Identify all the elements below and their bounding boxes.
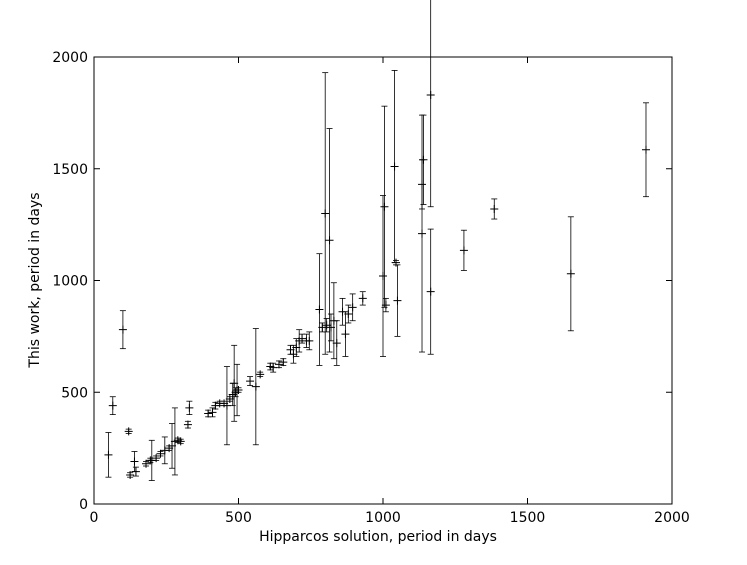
- point: [341, 330, 350, 339]
- point: [390, 162, 399, 171]
- point: [176, 437, 185, 446]
- x-tick-label: 1000: [365, 510, 401, 526]
- point: [234, 386, 243, 395]
- point: [269, 363, 278, 372]
- point: [305, 336, 314, 345]
- point: [332, 339, 341, 348]
- point: [279, 358, 288, 367]
- point: [130, 457, 139, 466]
- x-tick-label: 0: [90, 510, 99, 526]
- point: [183, 420, 192, 429]
- point: [118, 325, 127, 334]
- point: [418, 229, 427, 238]
- x-tick-label: 1500: [510, 510, 546, 526]
- point: [459, 246, 468, 255]
- point: [131, 467, 140, 476]
- x-axis-label: Hipparcos solution, period in days: [259, 529, 497, 545]
- point: [152, 454, 161, 463]
- y-tick-label: 1000: [52, 274, 88, 290]
- point: [490, 204, 499, 213]
- point: [393, 296, 402, 305]
- point: [325, 236, 334, 245]
- point: [419, 155, 428, 164]
- point: [392, 258, 401, 267]
- point: [321, 209, 330, 218]
- y-tick-label: 500: [61, 385, 88, 401]
- point: [380, 202, 389, 211]
- point: [222, 401, 231, 410]
- point: [298, 334, 307, 343]
- y-tick-label: 1500: [52, 162, 88, 178]
- y-tick-label: 0: [79, 497, 88, 513]
- point: [426, 287, 435, 296]
- point: [126, 470, 135, 479]
- point: [142, 459, 151, 468]
- point: [204, 409, 213, 418]
- point: [315, 305, 324, 314]
- point: [108, 401, 117, 410]
- point: [156, 449, 165, 458]
- point: [344, 310, 353, 319]
- point: [256, 370, 265, 379]
- point: [379, 272, 387, 281]
- point: [124, 427, 133, 436]
- point: [185, 403, 194, 412]
- point: [208, 408, 217, 417]
- point: [348, 303, 357, 312]
- point: [246, 377, 255, 386]
- point: [566, 269, 575, 278]
- point: [381, 301, 390, 310]
- point: [426, 90, 435, 99]
- x-tick-label: 2000: [654, 510, 690, 526]
- error-bar: [427, 0, 434, 208]
- x-tick-label: 500: [225, 510, 252, 526]
- point: [274, 360, 283, 369]
- point: [358, 294, 367, 303]
- point: [104, 450, 113, 459]
- y-tick-label: 2000: [52, 50, 88, 66]
- point: [641, 145, 650, 154]
- y-axis-label: This work, period in days: [27, 192, 43, 368]
- point: [251, 382, 260, 391]
